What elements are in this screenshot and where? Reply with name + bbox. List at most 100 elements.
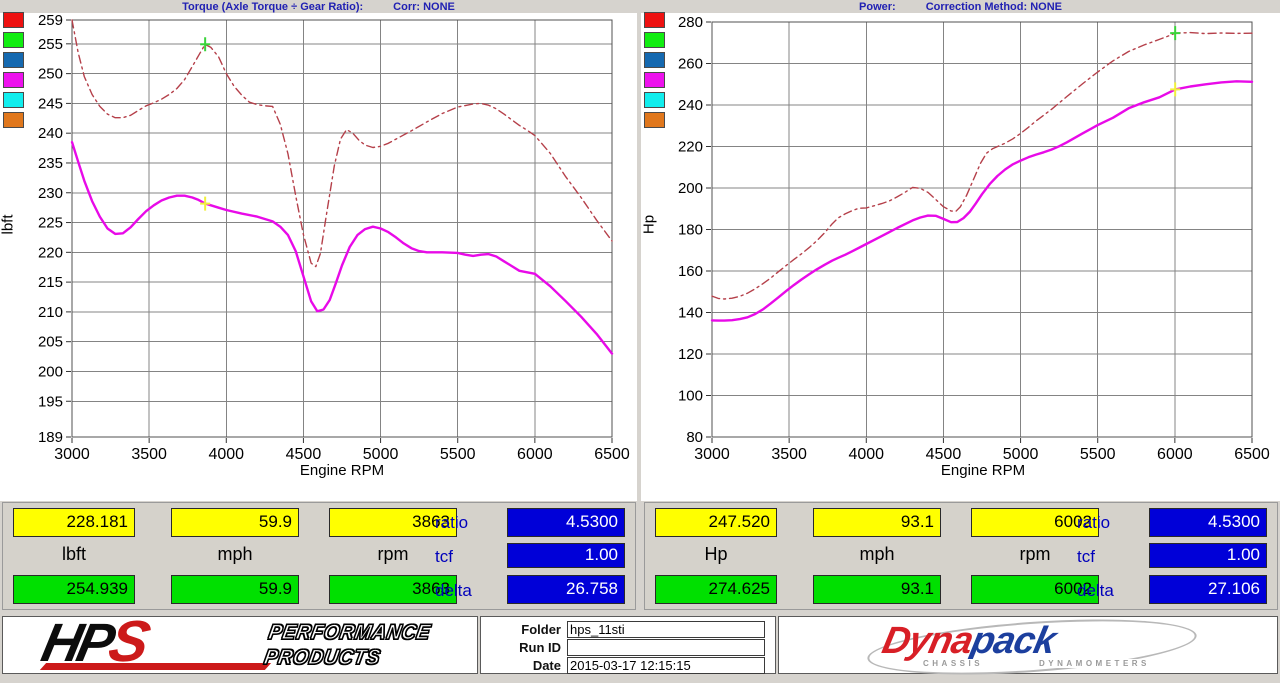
svg-text:200: 200 — [38, 363, 63, 380]
svg-text:250: 250 — [38, 66, 63, 83]
power-readout-table: 247.520 93.1 6002 Hp mph rpm 274.625 93.… — [644, 502, 1278, 610]
svg-text:5500: 5500 — [1080, 446, 1116, 463]
svg-text:5500: 5500 — [440, 446, 476, 463]
power-chart-title: Power: — [859, 0, 896, 13]
hps-logo-tagline: PERFORMANCE PRODUCTS — [262, 620, 433, 670]
torque-peak-rpm: 3863 — [329, 575, 457, 604]
torque-peak-value: 254.939 — [13, 575, 135, 604]
dynapack-dynamometers-label: DYNAMOMETERS — [1035, 659, 1154, 668]
svg-text:245: 245 — [38, 95, 63, 112]
svg-text:260: 260 — [678, 56, 703, 73]
svg-text:210: 210 — [38, 304, 63, 321]
svg-text:180: 180 — [678, 222, 703, 239]
power-compare-rpm: 6002 — [971, 508, 1099, 537]
power-compare-value: 247.520 — [655, 508, 777, 537]
svg-text:280: 280 — [678, 14, 703, 31]
dynapack-logo-dyna: Dyna — [878, 620, 977, 662]
hps-tagline-line2: PRODUCTS — [262, 645, 383, 669]
ratio-label: ratio — [1077, 513, 1111, 532]
svg-text:205: 205 — [38, 334, 63, 351]
hps-logo-box: HPS PERFORMANCE PRODUCTS — [2, 609, 478, 674]
ratio-value: 4.5300 — [1149, 508, 1267, 537]
torque-x-axis-label: Engine RPM — [299, 462, 385, 479]
run-slot-swatch[interactable] — [644, 72, 665, 88]
torque-chart-panel: Torque (Axle Torque ÷ Gear Ratio): Corr:… — [0, 0, 637, 501]
hps-logo-swoosh — [39, 663, 272, 670]
torque-unit-label: lbft — [61, 544, 86, 564]
power-compare-mph: 93.1 — [813, 508, 941, 537]
rpm-unit-label: rpm — [377, 544, 409, 564]
run-slot-swatch[interactable] — [644, 92, 665, 108]
delta-label: delta — [435, 581, 472, 600]
run-slot-swatch[interactable] — [644, 112, 665, 128]
run-slot-swatch[interactable] — [3, 112, 24, 128]
tcf-label: tcf — [1077, 547, 1095, 566]
svg-text:189: 189 — [38, 429, 63, 446]
svg-text:120: 120 — [678, 346, 703, 363]
ratio-label: ratio — [435, 513, 469, 532]
svg-text:220: 220 — [38, 244, 63, 261]
run-slot-legend-power — [644, 12, 665, 128]
run-slot-swatch[interactable] — [644, 32, 665, 48]
date-label: Date — [532, 658, 561, 673]
run-slot-legend-torque — [3, 12, 24, 128]
svg-text:5000: 5000 — [363, 446, 399, 463]
torque-chart-titlebar: Torque (Axle Torque ÷ Gear Ratio): Corr:… — [0, 0, 637, 13]
svg-text:195: 195 — [38, 393, 63, 410]
tcf-value: 1.00 — [507, 543, 625, 568]
run-slot-swatch[interactable] — [3, 92, 24, 108]
svg-text:4500: 4500 — [926, 446, 962, 463]
torque-peak-mph: 59.9 — [171, 575, 299, 604]
run-id-field[interactable] — [567, 639, 765, 656]
dynapack-logo-pack: pack — [967, 620, 1060, 662]
svg-text:140: 140 — [678, 305, 703, 322]
run-slot-swatch[interactable] — [644, 52, 665, 68]
tcf-label: tcf — [435, 547, 453, 566]
power-chart-titlebar: Power: Correction Method: NONE — [641, 0, 1280, 13]
svg-text:4500: 4500 — [286, 446, 322, 463]
svg-text:6000: 6000 — [517, 446, 553, 463]
date-field[interactable] — [567, 657, 765, 674]
delta-label: delta — [1077, 581, 1114, 600]
speed-unit-label: mph — [859, 544, 895, 564]
torque-correction-label: Corr: NONE — [393, 0, 455, 13]
power-correction-label: Correction Method: NONE — [925, 0, 1062, 13]
svg-text:255: 255 — [38, 36, 63, 53]
delta-value: 26.758 — [507, 575, 625, 604]
power-peak-mph: 93.1 — [813, 575, 941, 604]
torque-compare-mph: 59.9 — [171, 508, 299, 537]
folder-label: Folder — [521, 622, 561, 637]
delta-value: 27.106 — [1149, 575, 1267, 604]
hps-tagline-line1: PERFORMANCE — [266, 620, 433, 644]
svg-text:4000: 4000 — [848, 446, 884, 463]
speed-unit-label: mph — [217, 544, 253, 564]
svg-text:100: 100 — [678, 388, 703, 405]
dynapack-chassis-label: CHASSIS — [919, 659, 988, 668]
rpm-unit-label: rpm — [1019, 544, 1051, 564]
svg-text:240: 240 — [38, 125, 63, 142]
svg-text:230: 230 — [38, 185, 63, 202]
run-slot-swatch[interactable] — [3, 52, 24, 68]
svg-text:3000: 3000 — [694, 446, 730, 463]
svg-text:6000: 6000 — [1157, 446, 1193, 463]
svg-text:3500: 3500 — [131, 446, 167, 463]
power-peak-value: 274.625 — [655, 575, 777, 604]
run-slot-swatch[interactable] — [3, 72, 24, 88]
svg-text:200: 200 — [678, 180, 703, 197]
svg-text:225: 225 — [38, 215, 63, 232]
run-info-form: Folder Run ID Date — [480, 616, 776, 674]
svg-text:259: 259 — [38, 12, 63, 29]
torque-readout-table: 228.181 59.9 3863 lbft mph rpm 254.939 5… — [2, 502, 636, 610]
torque-compare-rpm: 3863 — [329, 508, 457, 537]
torque-chart-title: Torque (Axle Torque ÷ Gear Ratio): — [182, 0, 364, 13]
dynapack-logo: Dynapack CHASSIS DYNAMOMETERS — [865, 610, 1199, 683]
folder-field[interactable] — [567, 621, 765, 638]
run-slot-swatch[interactable] — [644, 12, 665, 28]
run-slot-swatch[interactable] — [3, 32, 24, 48]
svg-text:6500: 6500 — [594, 446, 630, 463]
svg-text:3000: 3000 — [54, 446, 90, 463]
run-slot-swatch[interactable] — [3, 12, 24, 28]
torque-plot: 259 255 250 245 240 235 230 225 220 215 210 205 200 1… — [38, 12, 630, 463]
svg-text:6500: 6500 — [1234, 446, 1270, 463]
